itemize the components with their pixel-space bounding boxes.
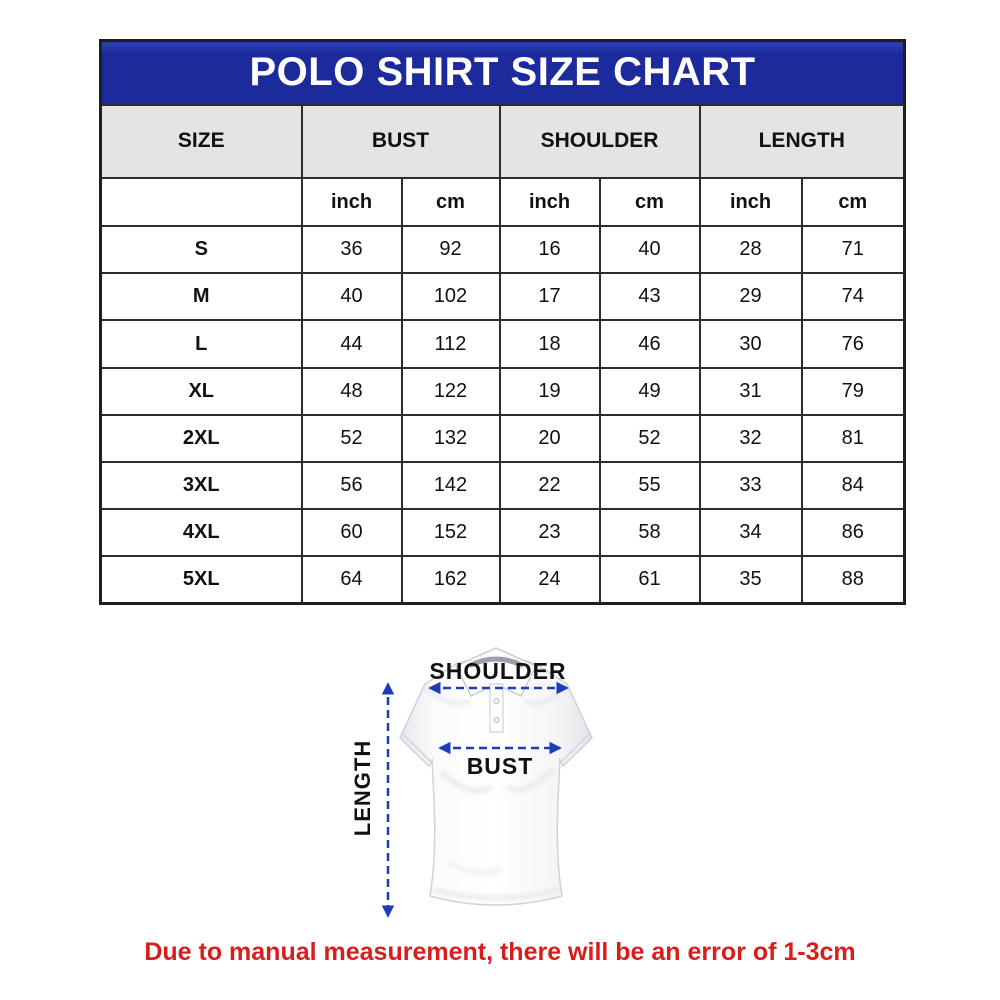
value-cell: 112 [400, 319, 501, 369]
value-cell: 46 [598, 319, 701, 369]
value-cell: 36 [300, 225, 403, 275]
unit-header: inch [498, 176, 601, 228]
size-label: 3XL [99, 460, 303, 511]
size-label: M [99, 272, 303, 322]
value-cell: 84 [800, 460, 906, 511]
value-cell: 20 [498, 413, 601, 463]
value-cell: 52 [300, 413, 403, 463]
value-cell: 81 [800, 413, 906, 463]
value-cell: 30 [698, 319, 803, 369]
shoulder-measure-label: SHOULDER [429, 658, 566, 684]
size-label: L [99, 319, 303, 369]
column-group-header-row: SIZE BUST SHOULDER LENGTH [99, 103, 906, 179]
table-row-l: L 44 112 18 46 30 76 [99, 319, 906, 369]
value-cell: 19 [498, 366, 601, 416]
unit-header: inch [698, 176, 803, 228]
table-row-2xl: 2XL 52 132 20 52 32 81 [99, 413, 906, 463]
value-cell: 64 [300, 555, 403, 605]
value-cell: 60 [300, 508, 403, 558]
value-cell: 71 [800, 225, 906, 275]
value-cell: 48 [300, 366, 403, 416]
size-chart-table: POLO SHIRT SIZE CHART SIZE BUST SHOULDER… [99, 39, 907, 605]
placket [489, 683, 504, 733]
value-cell: 28 [698, 225, 803, 275]
unit-header: inch [300, 176, 403, 228]
value-cell: 88 [800, 555, 906, 605]
value-cell: 34 [698, 508, 803, 558]
value-cell: 32 [698, 413, 803, 463]
value-cell: 102 [400, 272, 501, 322]
measurement-error-note: Due to manual measurement, there will be… [144, 938, 856, 966]
value-cell: 43 [598, 272, 701, 322]
size-label: S [99, 225, 303, 275]
value-cell: 16 [498, 225, 601, 275]
table-title-row: POLO SHIRT SIZE CHART [99, 39, 906, 106]
value-cell: 33 [698, 460, 803, 511]
value-cell: 56 [300, 460, 403, 511]
value-cell: 40 [598, 225, 701, 275]
column-header-length: LENGTH [698, 103, 906, 179]
button [493, 716, 500, 724]
table-row-5xl: 5XL 64 162 24 61 35 88 [99, 555, 906, 605]
unit-header: cm [800, 176, 906, 228]
value-cell: 35 [698, 555, 803, 605]
units-header-row: inch cm inch cm inch cm [99, 176, 906, 228]
value-cell: 122 [400, 366, 501, 416]
polo-shirt-measurement-diagram: SHOULDER BUST LENGTH [350, 647, 593, 918]
column-header-shoulder: SHOULDER [498, 103, 701, 179]
value-cell: 58 [598, 508, 701, 558]
value-cell: 86 [800, 508, 906, 558]
value-cell: 31 [698, 366, 803, 416]
value-cell: 40 [300, 272, 403, 322]
unit-header: cm [400, 176, 501, 228]
size-label: XL [99, 366, 303, 416]
bust-measure-label: BUST [467, 753, 534, 779]
length-measure-label: LENGTH [350, 740, 375, 836]
table-row-4xl: 4XL 60 152 23 58 34 86 [99, 508, 906, 558]
value-cell: 24 [498, 555, 601, 605]
left-sleeve-hem [402, 733, 432, 763]
value-cell: 79 [800, 366, 906, 416]
size-label: 2XL [99, 413, 303, 463]
value-cell: 61 [598, 555, 701, 605]
table-row-m: M 40 102 17 43 29 74 [99, 272, 906, 322]
value-cell: 22 [498, 460, 601, 511]
value-cell: 132 [400, 413, 501, 463]
value-cell: 152 [400, 508, 501, 558]
value-cell: 92 [400, 225, 501, 275]
column-header-size: SIZE [99, 103, 303, 179]
table-row-3xl: 3XL 56 142 22 55 33 84 [99, 460, 906, 511]
value-cell: 142 [400, 460, 501, 511]
value-cell: 76 [800, 319, 906, 369]
value-cell: 49 [598, 366, 701, 416]
table-row-xl: XL 48 122 19 49 31 79 [99, 366, 906, 416]
value-cell: 23 [498, 508, 601, 558]
page-title: POLO SHIRT SIZE CHART [99, 39, 906, 106]
value-cell: 162 [400, 555, 501, 605]
value-cell: 17 [498, 272, 601, 322]
value-cell: 29 [698, 272, 803, 322]
value-cell: 52 [598, 413, 701, 463]
column-header-bust: BUST [300, 103, 501, 179]
button [493, 697, 500, 705]
size-label: 5XL [99, 555, 303, 605]
table-row-s: S 36 92 16 40 28 71 [99, 225, 906, 275]
value-cell: 55 [598, 460, 701, 511]
value-cell: 44 [300, 319, 403, 369]
value-cell: 74 [800, 272, 906, 322]
value-cell: 18 [498, 319, 601, 369]
unit-header: cm [598, 176, 701, 228]
size-label: 4XL [99, 508, 303, 558]
empty-corner-cell [99, 176, 303, 228]
right-sleeve-hem [560, 733, 590, 763]
